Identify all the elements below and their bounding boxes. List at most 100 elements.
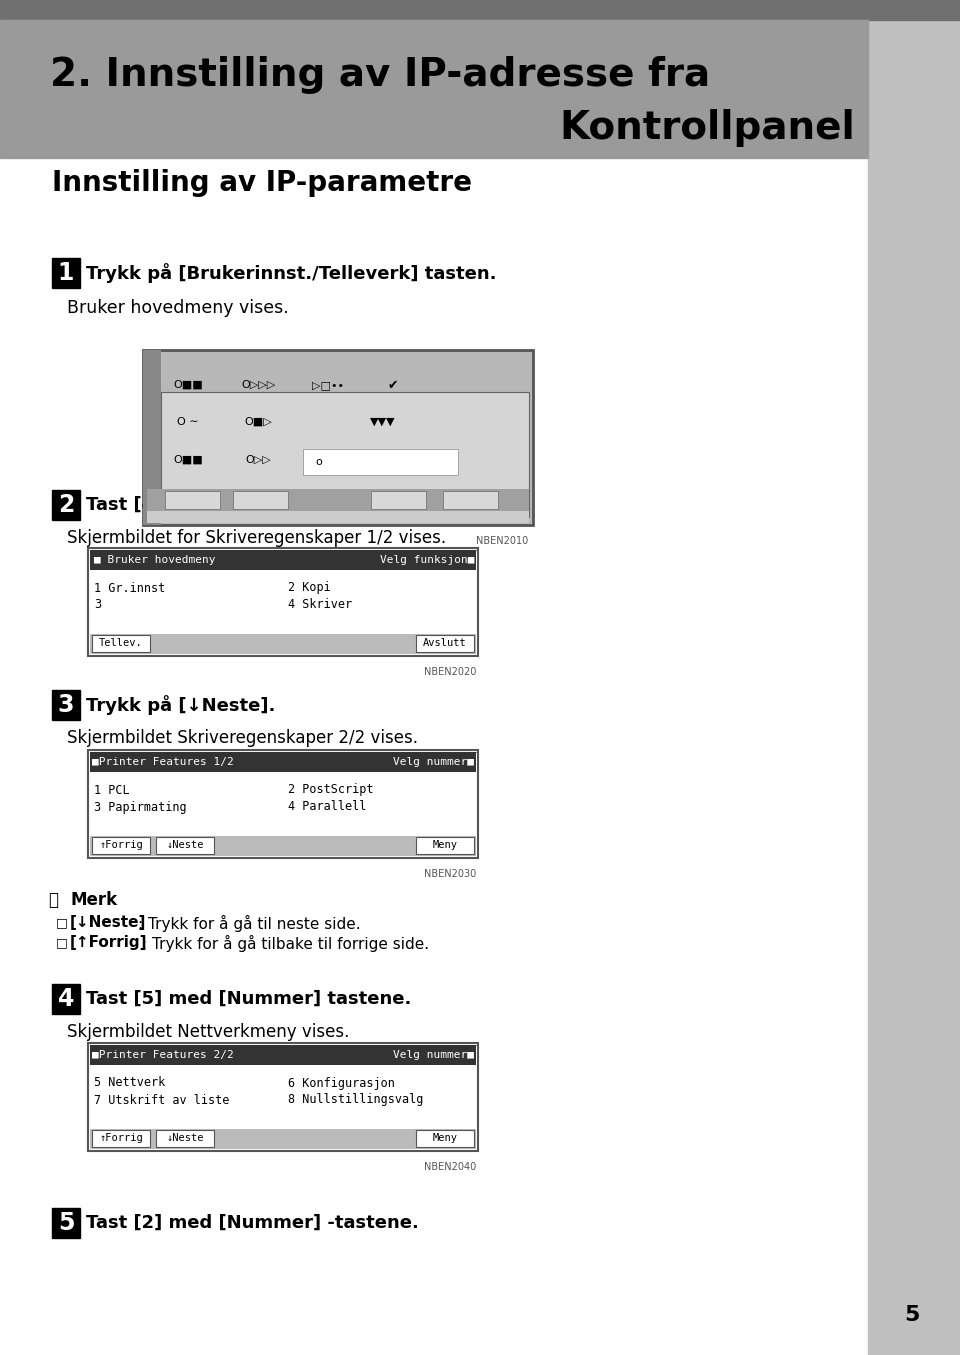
Text: Innstilling av IP-parametre: Innstilling av IP-parametre bbox=[52, 169, 472, 196]
Text: □: □ bbox=[56, 916, 68, 930]
Bar bbox=[90, 752, 476, 772]
Text: 3: 3 bbox=[94, 599, 101, 611]
Text: [↓Neste]: [↓Neste] bbox=[70, 916, 146, 931]
Text: 4 Skriver: 4 Skriver bbox=[288, 599, 352, 611]
Bar bbox=[371, 491, 426, 509]
Bar bbox=[233, 491, 288, 509]
Bar bbox=[90, 836, 476, 856]
Text: ■Printer Features 2/2: ■Printer Features 2/2 bbox=[92, 1050, 233, 1060]
Text: 2 Kopi: 2 Kopi bbox=[288, 581, 331, 595]
Bar bbox=[90, 634, 476, 654]
Text: ✔: ✔ bbox=[388, 378, 398, 392]
Text: ↓Neste: ↓Neste bbox=[166, 840, 204, 850]
Bar bbox=[303, 449, 458, 476]
Bar bbox=[868, 0, 960, 1355]
Bar bbox=[165, 491, 220, 509]
Text: NBEN2030: NBEN2030 bbox=[423, 869, 476, 879]
Text: Trykk på [↓Neste].: Trykk på [↓Neste]. bbox=[86, 695, 276, 715]
Text: : Trykk for å gå tilbake til forrige side.: : Trykk for å gå tilbake til forrige sid… bbox=[142, 935, 429, 951]
Text: 3 Papirmating: 3 Papirmating bbox=[94, 801, 186, 813]
Bar bbox=[443, 491, 498, 509]
Text: □: □ bbox=[56, 936, 68, 950]
Text: Trykk på [Brukerinnst./Telleverk] tasten.: Trykk på [Brukerinnst./Telleverk] tasten… bbox=[86, 263, 496, 283]
Text: Meny: Meny bbox=[433, 1133, 458, 1144]
Bar bbox=[90, 1129, 476, 1149]
Bar bbox=[88, 547, 478, 656]
Text: Tellev.: Tellev. bbox=[99, 638, 143, 648]
Text: NBEN2010: NBEN2010 bbox=[476, 537, 528, 546]
Text: : Trykk for å gå til neste side.: : Trykk for å gå til neste side. bbox=[138, 915, 361, 931]
Text: [↑Forrig]: [↑Forrig] bbox=[70, 935, 148, 950]
Bar bbox=[147, 511, 529, 523]
Text: O ∼: O ∼ bbox=[178, 417, 199, 427]
Text: 8 Nullstillingsvalg: 8 Nullstillingsvalg bbox=[288, 1093, 423, 1107]
Text: Velg nummer■: Velg nummer■ bbox=[393, 1050, 474, 1060]
Text: Tast [5] med [Nummer] tastene.: Tast [5] med [Nummer] tastene. bbox=[86, 991, 412, 1008]
Text: Avslutt: Avslutt bbox=[423, 638, 467, 648]
Text: Skjermbildet for Skriveregenskaper 1/2 vises.: Skjermbildet for Skriveregenskaper 1/2 v… bbox=[67, 528, 446, 547]
Text: O▷▷: O▷▷ bbox=[245, 455, 271, 465]
Text: O■■: O■■ bbox=[173, 379, 203, 390]
Text: Velg funksjon■: Velg funksjon■ bbox=[379, 556, 474, 565]
Text: ■ Bruker hovedmeny: ■ Bruker hovedmeny bbox=[94, 556, 215, 565]
Bar bbox=[92, 837, 150, 854]
Text: NBEN2040: NBEN2040 bbox=[423, 1163, 476, 1172]
Bar bbox=[147, 489, 529, 511]
Bar bbox=[52, 1209, 80, 1238]
Bar bbox=[92, 635, 150, 652]
Text: 5: 5 bbox=[58, 1211, 74, 1234]
Text: Bruker hovedmeny vises.: Bruker hovedmeny vises. bbox=[67, 299, 289, 317]
Text: ▷□••: ▷□•• bbox=[312, 379, 344, 390]
Text: 5 Nettverk: 5 Nettverk bbox=[94, 1076, 165, 1089]
Bar bbox=[416, 1130, 474, 1146]
Text: 2. Innstilling av IP-adresse fra: 2. Innstilling av IP-adresse fra bbox=[50, 56, 710, 93]
Bar bbox=[52, 491, 80, 520]
Text: NBEN2020: NBEN2020 bbox=[423, 667, 476, 678]
Bar bbox=[90, 1045, 476, 1065]
Text: 2 PostScript: 2 PostScript bbox=[288, 783, 373, 797]
Text: Velg nummer■: Velg nummer■ bbox=[393, 757, 474, 767]
Text: 3: 3 bbox=[58, 692, 74, 717]
Bar bbox=[88, 751, 478, 858]
Text: 1 Gr.innst: 1 Gr.innst bbox=[94, 581, 165, 595]
Bar bbox=[52, 690, 80, 720]
Text: 1: 1 bbox=[58, 262, 74, 285]
Bar bbox=[90, 550, 476, 570]
Text: 7 Utskrift av liste: 7 Utskrift av liste bbox=[94, 1093, 229, 1107]
Text: 2: 2 bbox=[58, 493, 74, 518]
Bar bbox=[156, 1130, 214, 1146]
Text: 5: 5 bbox=[904, 1305, 920, 1325]
Text: ↑Forrig: ↑Forrig bbox=[99, 1133, 143, 1144]
Bar bbox=[143, 350, 161, 524]
Text: 4: 4 bbox=[58, 986, 74, 1011]
Text: O▷▷▷: O▷▷▷ bbox=[241, 379, 276, 390]
Text: Tast [2] med [Nummer] -tastene.: Tast [2] med [Nummer] -tastene. bbox=[86, 1214, 419, 1232]
Text: o: o bbox=[315, 457, 322, 467]
Bar bbox=[416, 635, 474, 652]
Bar bbox=[0, 20, 868, 159]
Text: Kontrollpanel: Kontrollpanel bbox=[560, 108, 855, 146]
Text: 6 Konfigurasjon: 6 Konfigurasjon bbox=[288, 1076, 395, 1089]
Bar bbox=[161, 392, 529, 518]
Text: 1 PCL: 1 PCL bbox=[94, 783, 130, 797]
Text: ■Printer Features 1/2: ■Printer Features 1/2 bbox=[92, 757, 233, 767]
Bar bbox=[143, 350, 533, 524]
Bar bbox=[92, 1130, 150, 1146]
Bar bbox=[416, 837, 474, 854]
Text: O■▷: O■▷ bbox=[244, 417, 272, 427]
Text: Meny: Meny bbox=[433, 840, 458, 850]
Text: Tast [4] med [Nummer] taster.: Tast [4] med [Nummer] taster. bbox=[86, 496, 393, 514]
Text: O■■: O■■ bbox=[173, 455, 203, 465]
Bar bbox=[52, 257, 80, 289]
Text: ↓Neste: ↓Neste bbox=[166, 1133, 204, 1144]
Bar bbox=[88, 1043, 478, 1150]
Text: 🖊: 🖊 bbox=[48, 892, 58, 909]
Text: ↑Forrig: ↑Forrig bbox=[99, 840, 143, 850]
Text: Merk: Merk bbox=[70, 892, 117, 909]
Bar bbox=[52, 984, 80, 1014]
Bar bbox=[156, 837, 214, 854]
Text: Skjermbildet Skriveregenskaper 2/2 vises.: Skjermbildet Skriveregenskaper 2/2 vises… bbox=[67, 729, 418, 747]
Text: ▼▼▼: ▼▼▼ bbox=[371, 417, 396, 427]
Text: 4 Parallell: 4 Parallell bbox=[288, 801, 367, 813]
Bar bbox=[0, 0, 960, 20]
